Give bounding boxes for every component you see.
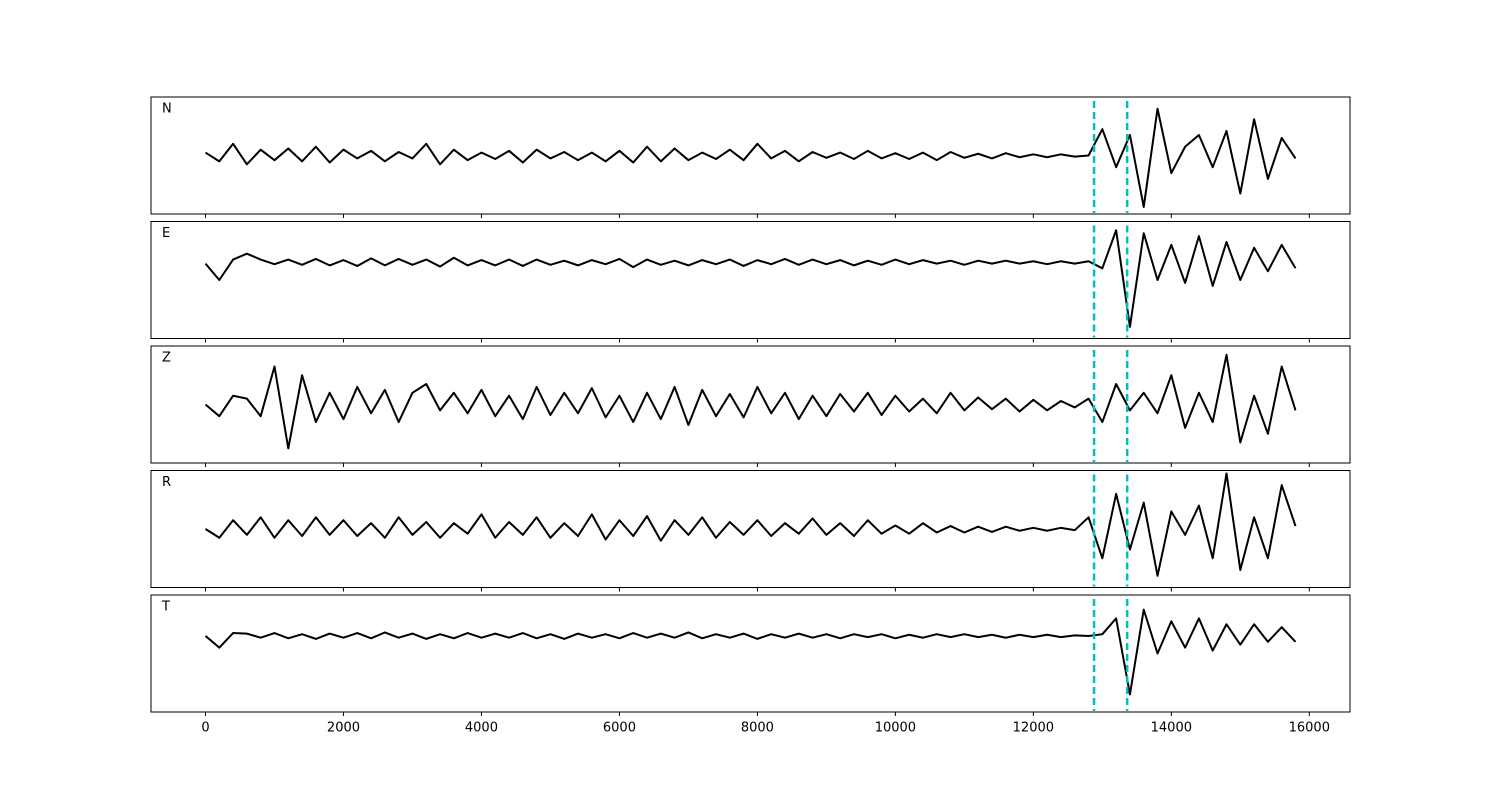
- panel-label: Z: [162, 351, 171, 366]
- panel-label: T: [161, 600, 170, 615]
- trace: [204, 107, 1297, 208]
- x-tick-label: 14000: [1151, 721, 1192, 736]
- x-tick-label: 8000: [741, 721, 774, 736]
- panel-frame: [150, 470, 1351, 588]
- x-tick-label: 12000: [1013, 721, 1054, 736]
- x-tick-label: 4000: [465, 721, 498, 736]
- x-tick-label: 0: [201, 721, 209, 736]
- trace: [204, 229, 1297, 328]
- panel-label: R: [162, 475, 171, 490]
- panel-frame: [150, 345, 1351, 464]
- x-tick-label: 10000: [875, 721, 916, 736]
- panel-label: E: [162, 226, 170, 241]
- panel-frame: [150, 221, 1351, 339]
- x-tick-label: 6000: [603, 721, 636, 736]
- panel-label: N: [162, 102, 172, 117]
- x-tick-label: 16000: [1289, 721, 1330, 736]
- trace: [204, 353, 1297, 450]
- trace: [204, 472, 1297, 577]
- panel-frame: [150, 96, 1351, 215]
- trace: [204, 608, 1297, 696]
- panel-frame: [150, 594, 1351, 713]
- x-tick-label: 2000: [327, 721, 360, 736]
